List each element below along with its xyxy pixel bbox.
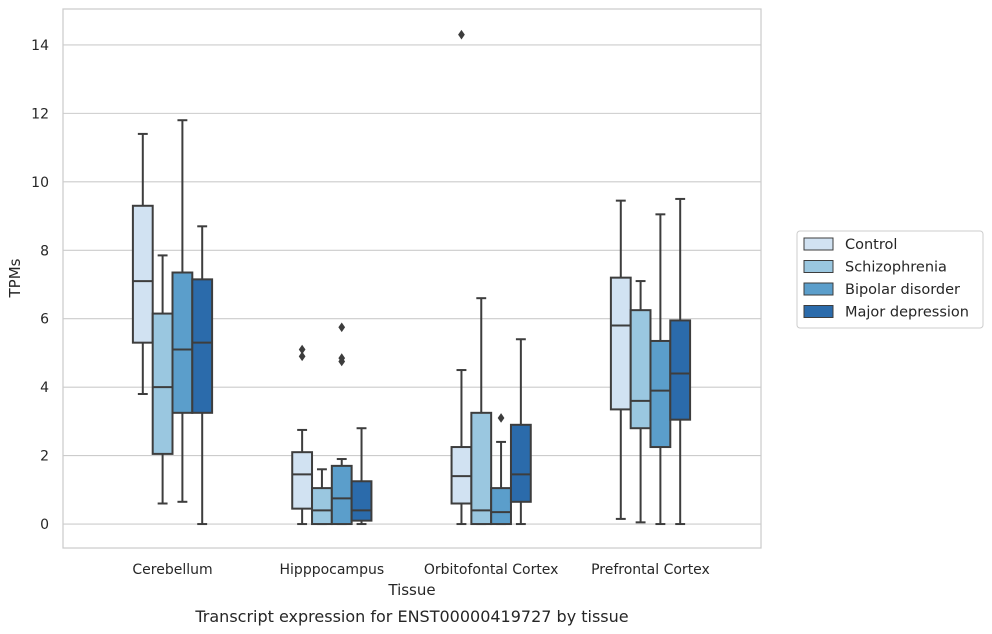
box-group [291,344,314,526]
box-iqr [131,204,154,344]
boxes [131,29,692,526]
box-iqr [609,276,632,411]
y-tick-label: 8 [40,243,49,259]
box-iqr [171,271,194,414]
y-tick-label: 4 [40,380,49,396]
legend: Control Schizophrenia Bipolar disorder Majo… [796,230,984,329]
box-iqr [629,309,652,430]
x-tick-label: Prefrontal Cortex [591,562,710,578]
y-tick-label: 14 [31,38,49,54]
y-tick-label: 2 [40,449,49,465]
x-tick-labels: Cerebellum Hipppocampus Orbitofontal Corte… [132,562,709,578]
y-tick-label: 6 [40,312,49,328]
box-iqr [191,278,214,414]
box-group [191,225,214,526]
box-group [330,322,353,526]
box-group [649,213,672,526]
x-tick-label: Hipppocampus [280,562,385,578]
box-iqr [151,312,174,455]
box-group [490,413,512,526]
y-axis-title: TPMs [6,258,24,298]
y-tick-labels: 0 2 4 6 8 10 12 14 [31,38,49,533]
x-tick-label: Cerebellum [132,562,212,578]
legend-label: Major depression [845,305,969,321]
legend-label: Control [845,237,897,253]
box-group [151,254,174,505]
outlier-point [298,344,306,355]
outlier-point [298,351,306,362]
outlier-point [338,353,346,363]
box-iqr [490,487,512,526]
box-group [350,427,373,526]
outlier-point [338,322,346,333]
box-group [509,338,532,526]
box-group [470,297,493,526]
box-iqr [509,423,532,503]
outlier-point [458,29,465,40]
legend-swatch [803,305,834,318]
legend-label: Schizophrenia [845,260,947,276]
box-group [669,197,692,526]
x-tick-label: Orbitofontal Cortex [424,562,559,578]
legend-label: Bipolar disorder [845,282,960,298]
legend-frame [796,230,984,329]
outlier-point [497,413,505,423]
box-iqr [291,451,314,510]
legend-swatch [803,260,834,273]
legend-swatch [803,282,834,296]
y-tick-label: 12 [31,106,49,122]
box-iqr [470,411,493,526]
box-group [171,119,194,503]
box-group [450,29,473,526]
box-group [131,132,154,395]
box-iqr [350,480,373,522]
y-tick-label: 0 [40,517,49,533]
box-iqr [669,319,692,421]
box-iqr [330,464,353,526]
box-group [629,280,652,524]
x-axis-title: Tissue [387,581,435,599]
box-iqr [311,487,333,526]
legend-swatch [803,237,834,251]
box-iqr [649,339,672,449]
chart-caption: Transcript expression for ENST0000041972… [194,607,628,626]
y-tick-label: 10 [31,175,49,191]
plot-area [62,8,762,549]
box-group [609,199,632,520]
